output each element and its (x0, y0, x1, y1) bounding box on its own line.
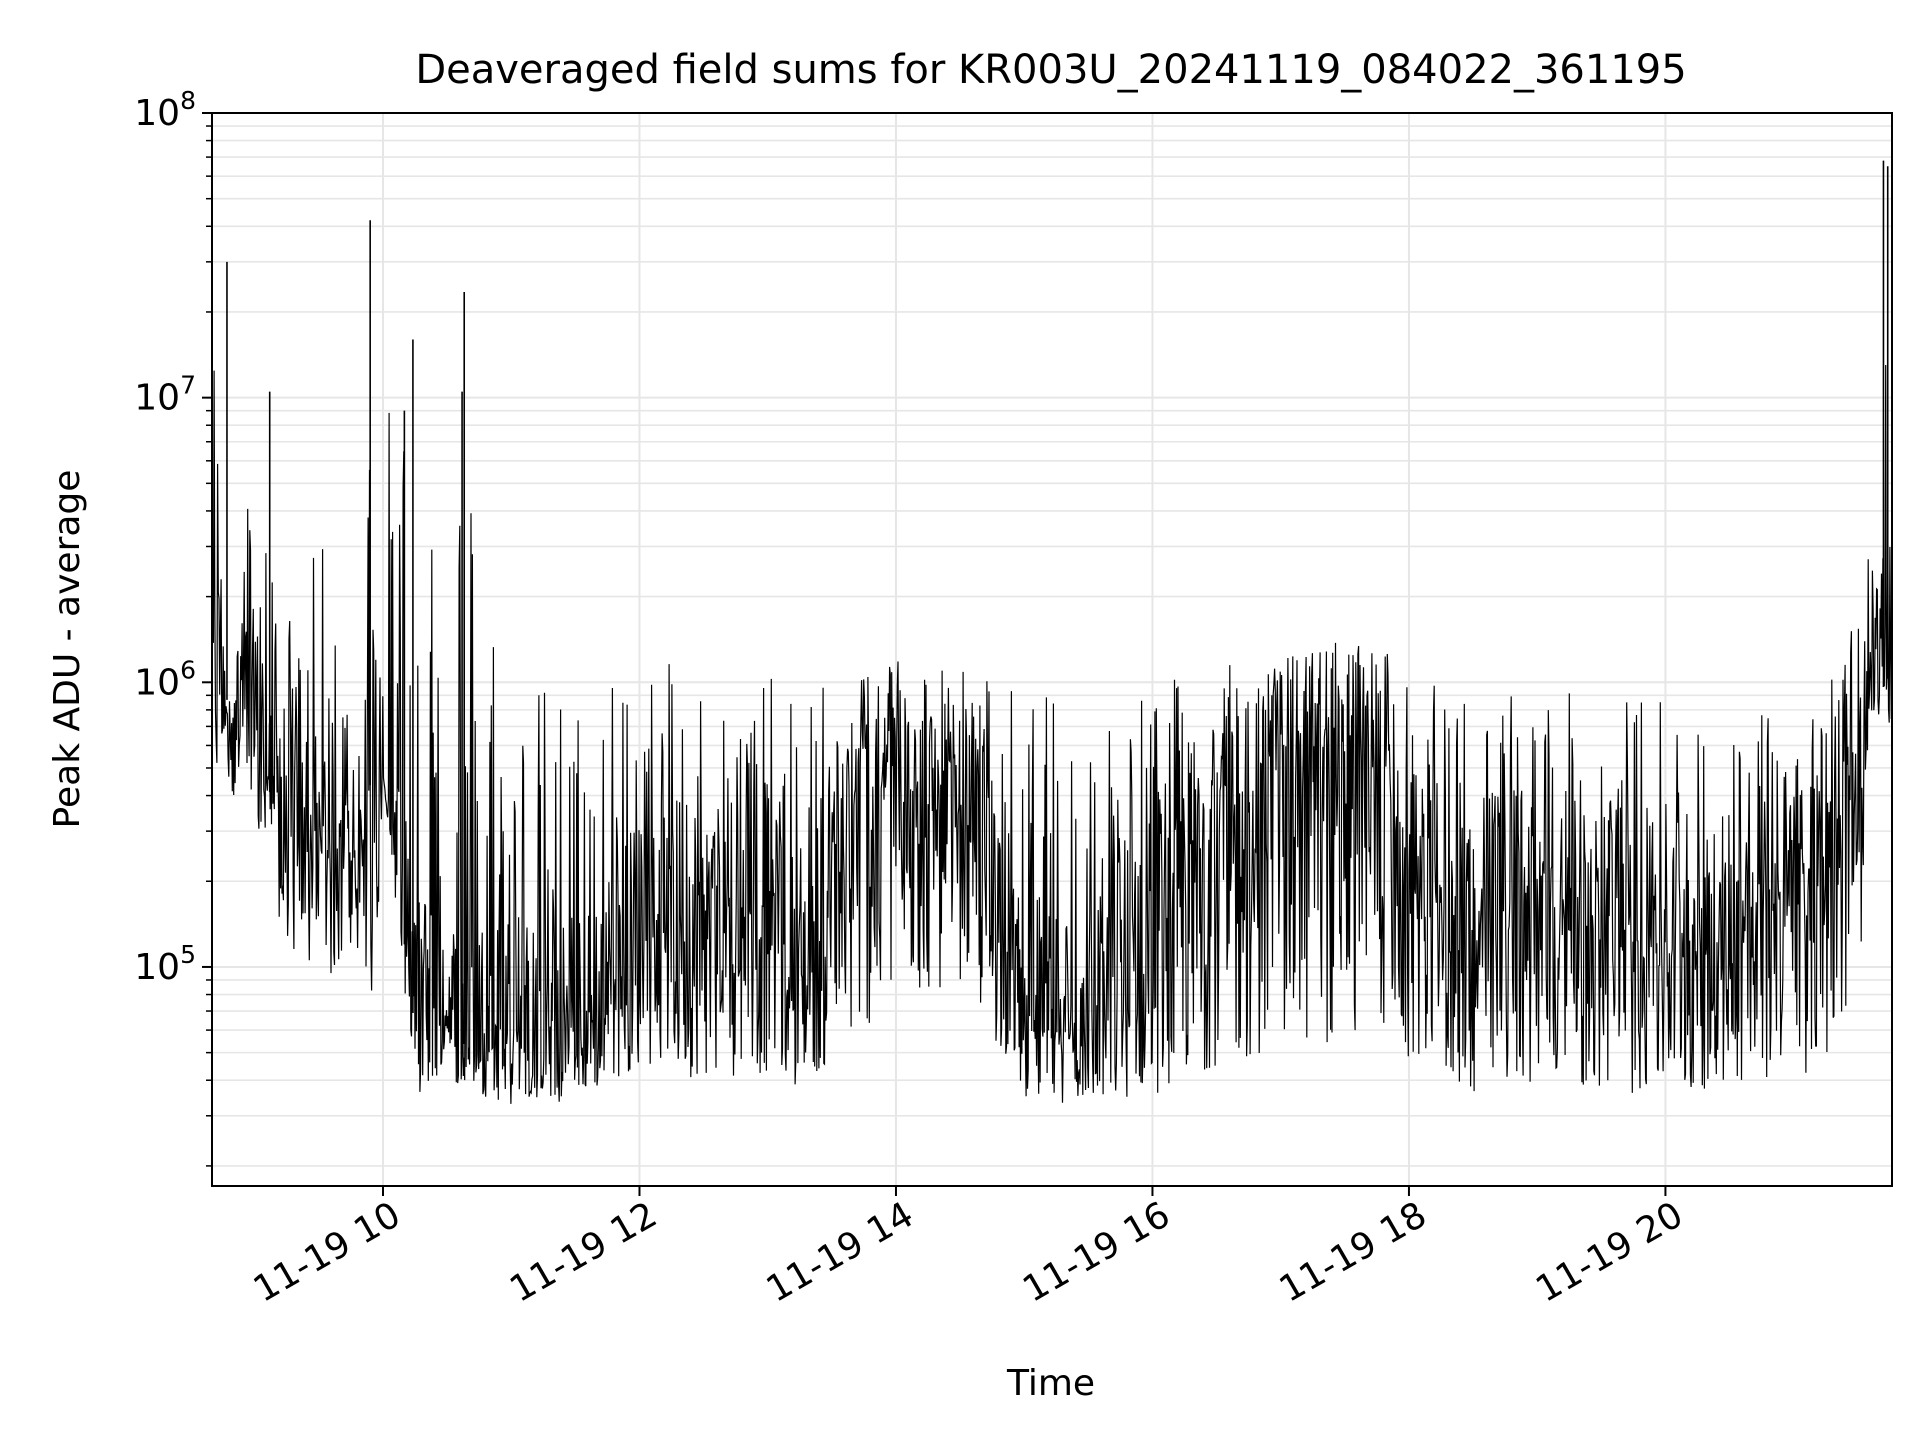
x-tick-label: 11-19 14 (760, 1194, 921, 1310)
y-tick-label: 105 (134, 940, 196, 988)
plot-frame (211, 112, 1893, 1187)
y-tick-label: 107 (134, 371, 196, 419)
x-axis-ticks: 11-19 10 11-19 12 11-19 14 11-19 16 11-19 18… (247, 1186, 1690, 1311)
series-spikes (226, 160, 1889, 1044)
chart-title: Deaveraged field sums for KR003U_2024111… (415, 47, 1686, 93)
x-tick-label: 11-19 10 (247, 1194, 408, 1310)
y-tick-label: 108 (134, 86, 196, 134)
x-tick-label: 11-19 18 (1273, 1194, 1434, 1310)
y-axis-label: Peak ADU - average (47, 470, 88, 829)
x-tick-label: 11-19 20 (1529, 1194, 1690, 1310)
y-tick-label: 106 (134, 655, 196, 703)
y-axis-ticks: 105 106 107 108 (134, 86, 212, 1167)
series-line (212, 364, 1892, 1104)
x-tick-label: 11-19 12 (503, 1194, 664, 1310)
x-tick-label: 11-19 16 (1016, 1194, 1177, 1310)
x-axis-label: Time (1006, 1363, 1095, 1404)
